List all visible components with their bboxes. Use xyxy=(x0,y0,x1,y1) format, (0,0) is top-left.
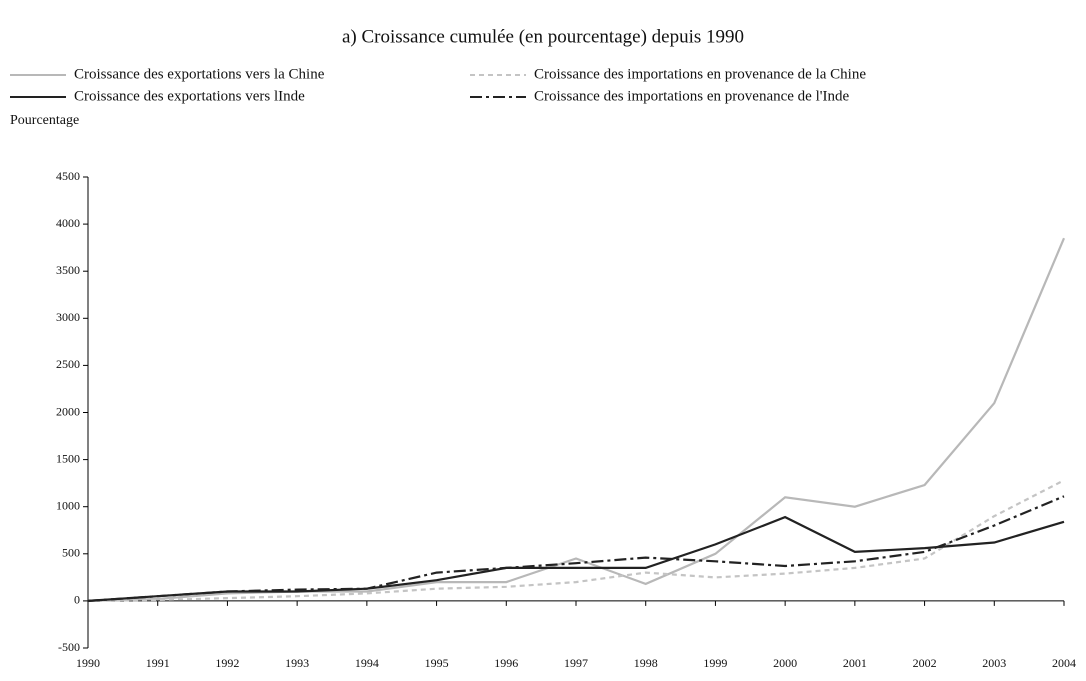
x-tick-label: 1993 xyxy=(285,656,309,670)
legend-label: Croissance des exportations vers lInde xyxy=(74,88,305,104)
y-tick-label: 0 xyxy=(74,593,80,607)
y-tick-label: 4500 xyxy=(56,169,80,183)
x-tick-label: 1997 xyxy=(564,656,588,670)
x-tick-label: 2000 xyxy=(773,656,797,670)
x-tick-label: 1992 xyxy=(215,656,239,670)
x-tick-label: 1998 xyxy=(634,656,658,670)
legend-label: Croissance des exportations vers la Chin… xyxy=(74,66,325,82)
x-tick-label: 2001 xyxy=(843,656,867,670)
y-tick-label: 3000 xyxy=(56,310,80,324)
legend-label: Croissance des importations en provenanc… xyxy=(534,66,866,82)
y-axis-label: Pourcentage xyxy=(10,113,79,128)
x-tick-label: 2004 xyxy=(1052,656,1076,670)
x-tick-label: 2002 xyxy=(913,656,937,670)
y-tick-label: 3500 xyxy=(56,263,80,277)
y-tick-label: 2500 xyxy=(56,357,80,371)
x-tick-label: 1996 xyxy=(494,656,518,670)
x-tick-label: 2003 xyxy=(982,656,1006,670)
y-tick-label: 1000 xyxy=(56,498,80,512)
y-tick-label: 4000 xyxy=(56,216,80,230)
series-line xyxy=(87,479,1065,602)
y-tick-label: -500 xyxy=(58,640,80,654)
x-tick-label: 1990 xyxy=(76,656,100,670)
series-line xyxy=(87,495,1065,602)
x-tick-label: 1995 xyxy=(425,656,449,670)
x-tick-label: 1999 xyxy=(703,656,727,670)
x-tick-label: 1991 xyxy=(146,656,170,670)
x-tick-label: 1994 xyxy=(355,656,379,670)
series-line xyxy=(87,237,1066,602)
y-tick-label: 1500 xyxy=(56,451,80,465)
y-tick-label: 2000 xyxy=(56,404,80,418)
legend-label: Croissance des importations en provenanc… xyxy=(534,88,849,104)
chart-title: a) Croissance cumulée (en pourcentage) d… xyxy=(342,26,744,47)
y-tick-label: 500 xyxy=(62,546,80,560)
